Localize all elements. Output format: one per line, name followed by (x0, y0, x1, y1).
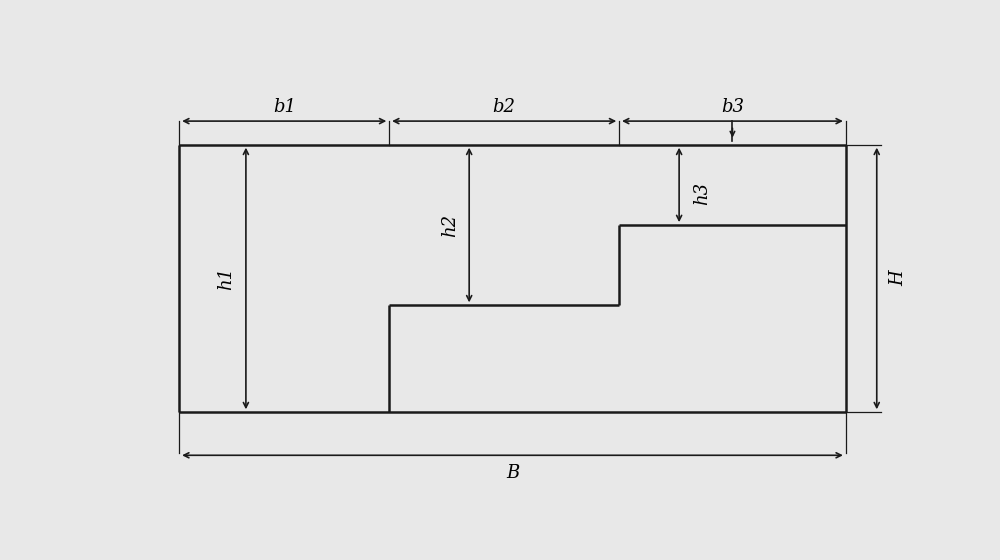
Text: b3: b3 (721, 99, 744, 116)
Text: B: B (506, 464, 519, 482)
Text: h3: h3 (693, 182, 711, 205)
Text: h2: h2 (441, 213, 459, 236)
Text: b1: b1 (273, 99, 296, 116)
Text: H: H (889, 270, 907, 286)
Text: b2: b2 (493, 99, 516, 116)
Text: h1: h1 (218, 267, 236, 290)
